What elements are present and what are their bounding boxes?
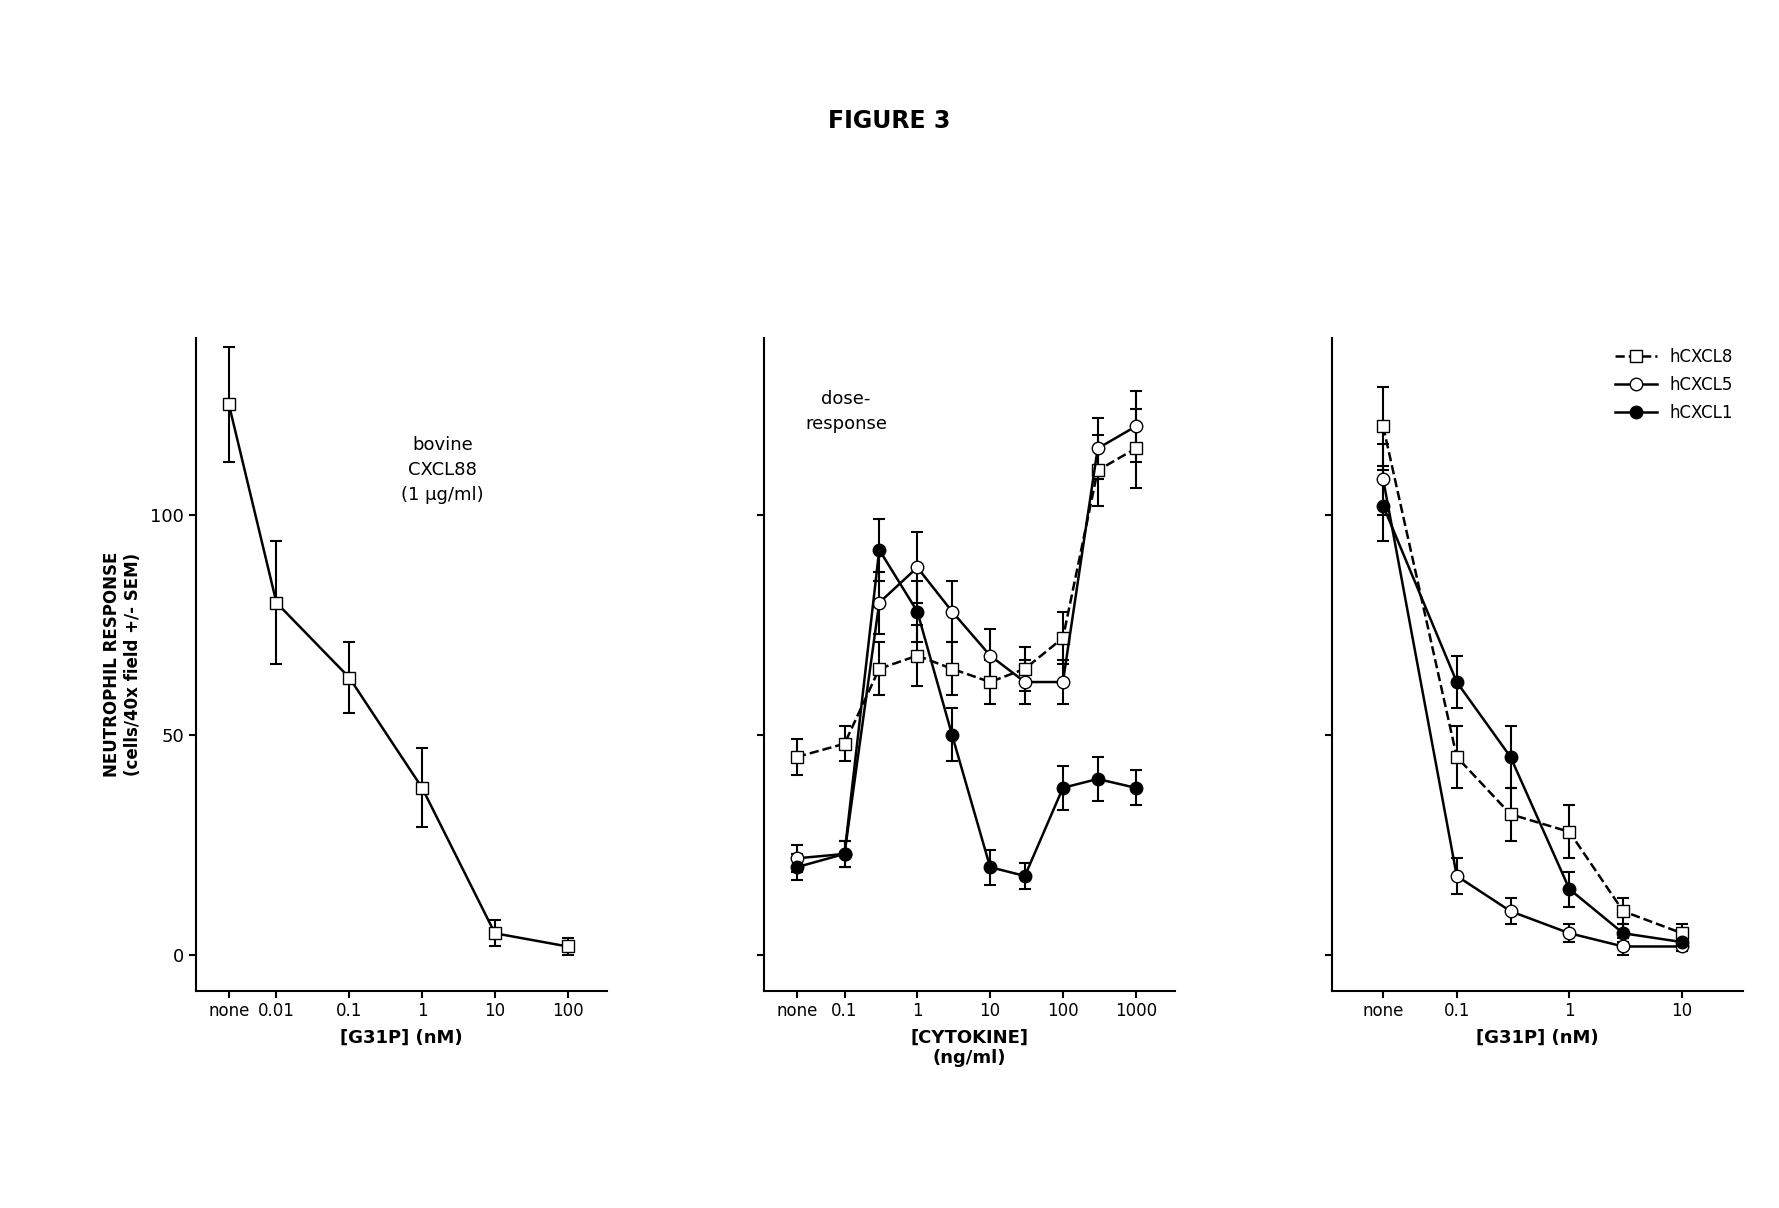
X-axis label: [G31P] (nM): [G31P] (nM) <box>1477 1029 1599 1046</box>
Text: dose-
response: dose- response <box>806 390 888 434</box>
X-axis label: [CYTOKINE]
(ng/ml): [CYTOKINE] (ng/ml) <box>911 1029 1028 1068</box>
Text: bovine
CXCL88
(1 μg/ml): bovine CXCL88 (1 μg/ml) <box>402 436 484 504</box>
Text: FIGURE 3: FIGURE 3 <box>829 109 950 133</box>
X-axis label: [G31P] (nM): [G31P] (nM) <box>340 1029 463 1046</box>
Legend: hCXCL8, hCXCL5, hCXCL1: hCXCL8, hCXCL5, hCXCL1 <box>1608 342 1740 429</box>
Y-axis label: NEUTROPHIL RESPONSE
(cells/40x field +/- SEM): NEUTROPHIL RESPONSE (cells/40x field +/-… <box>103 552 142 777</box>
